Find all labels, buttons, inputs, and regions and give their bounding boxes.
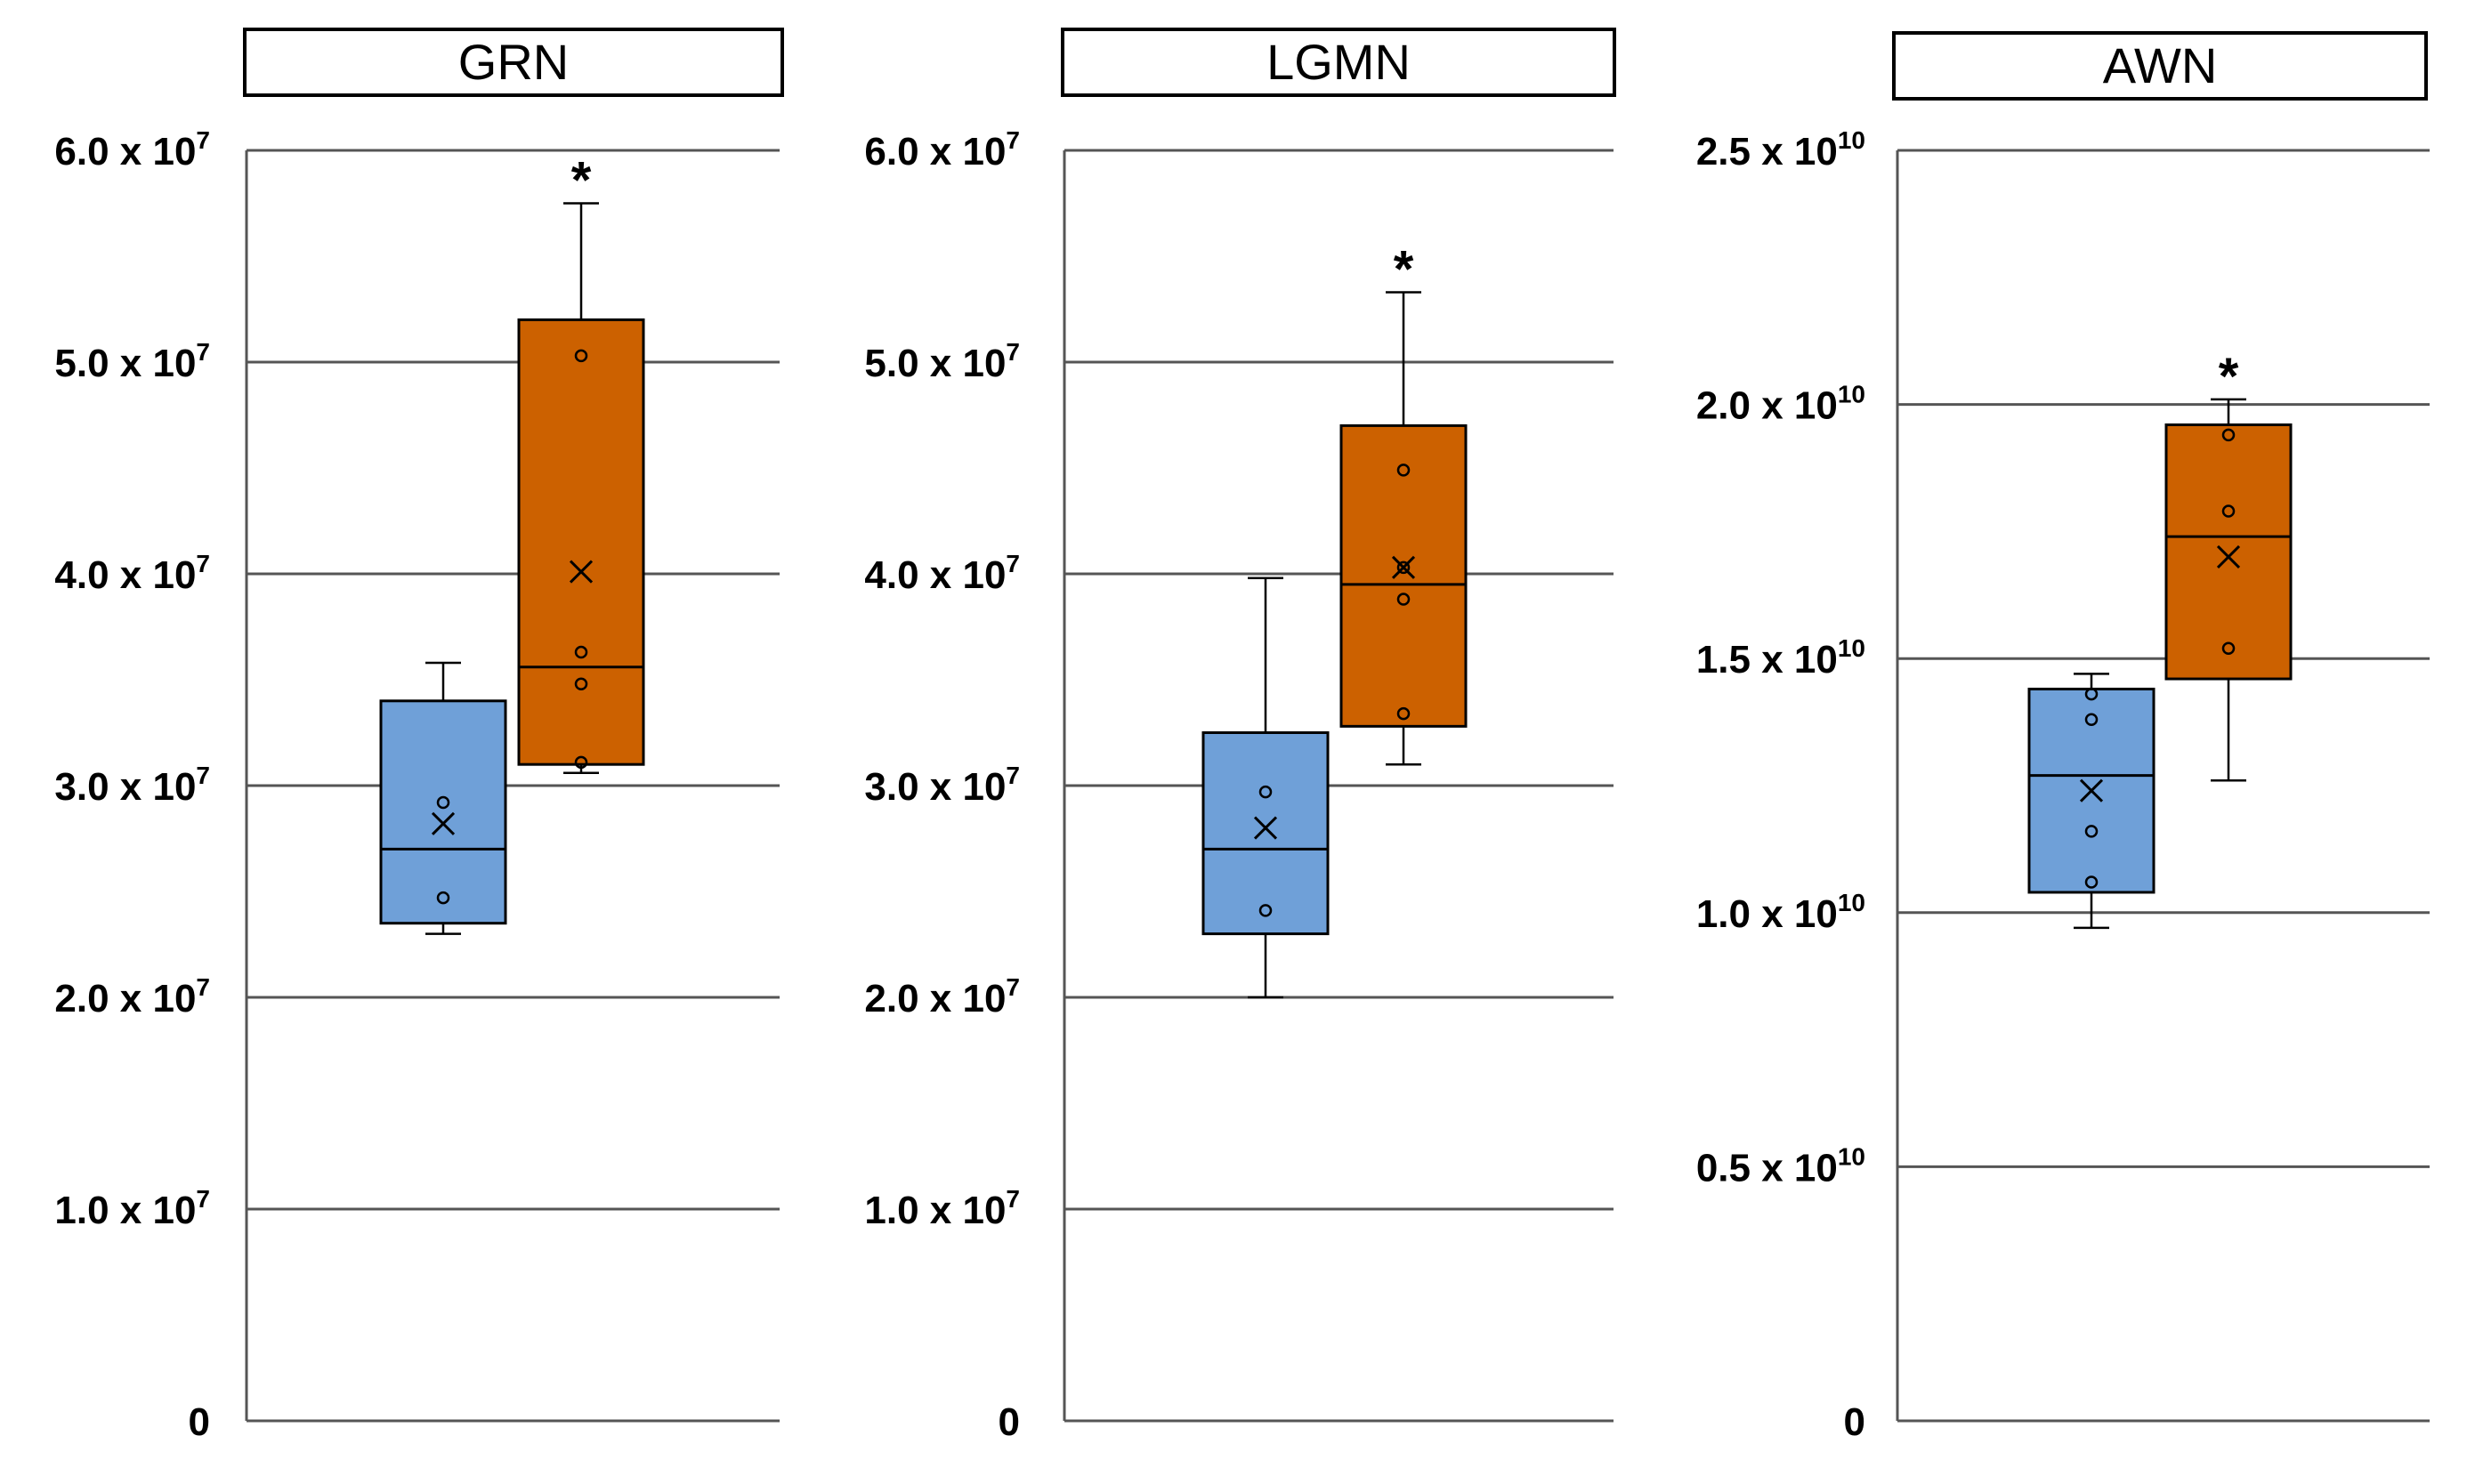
box-group-2: *: [517, 152, 645, 774]
y-tick-label: 4.0 x 107: [54, 550, 210, 597]
significance-star: *: [1394, 240, 1414, 298]
y-tick-label: 6.0 x 107: [54, 126, 210, 173]
mean-marker: [431, 811, 456, 835]
y-tick-label: 1.0 x 107: [54, 1185, 210, 1232]
data-point: [2221, 504, 2236, 518]
y-tick-label: 2.0 x 107: [54, 973, 210, 1020]
box-iqr: [1201, 731, 1330, 936]
box-iqr: [379, 699, 507, 925]
data-point: [574, 645, 588, 659]
chart-panel-lgmn: LGMN 0 1.0 x 107 2.0 x 107 3.0 x 107 4.0 x 10…: [864, 28, 1616, 1444]
data-point: [1396, 593, 1411, 606]
data-point: [436, 891, 450, 905]
data-point: [574, 349, 588, 363]
y-tick-label: 0: [1844, 1400, 1865, 1444]
panel-title: GRN: [458, 34, 569, 90]
mean-marker: [1391, 555, 1416, 579]
panel-title-box: [1892, 31, 2428, 101]
y-tick-label: 5.0 x 107: [864, 338, 1020, 385]
significance-star: *: [2219, 348, 2239, 406]
data-point: [1396, 561, 1411, 575]
y-tick-label: 6.0 x 107: [864, 126, 1020, 173]
box-group-1: [1201, 577, 1330, 999]
chart-panel-grn: GRN 0 1.0 x 107 2.0 x 107 3.0 x 107 4.0 x 107…: [54, 28, 784, 1444]
y-tick-label: 0.5 x 1010: [1696, 1142, 1865, 1190]
mean-x-stroke: [569, 560, 594, 584]
data-point: [2084, 713, 2099, 726]
panel-title: LGMN: [1266, 34, 1411, 90]
data-point: [2084, 875, 2099, 889]
data-point: [574, 677, 588, 691]
y-tick-label: 2.0 x 1010: [1696, 381, 1865, 428]
box-iqr: [517, 318, 645, 766]
data-point: [1396, 464, 1411, 477]
mean-marker: [2216, 544, 2241, 569]
data-point: [2084, 687, 2099, 701]
y-tick-label: 0: [999, 1400, 1020, 1444]
data-point: [2084, 825, 2099, 838]
box-group-1: [379, 661, 507, 935]
panel-title-box: [1061, 28, 1616, 97]
mean-x-stroke: [1391, 555, 1416, 579]
y-tick-label: 1.0 x 107: [864, 1185, 1020, 1232]
y-tick-label: 3.0 x 107: [864, 762, 1020, 809]
y-tick-label: 0: [189, 1400, 210, 1444]
y-tick-label: 2.5 x 1010: [1696, 126, 1865, 173]
box-iqr: [1339, 423, 1468, 728]
data-point: [1396, 706, 1411, 721]
y-tick-label: 1.5 x 1010: [1696, 634, 1865, 682]
y-tick-label: 3.0 x 107: [54, 762, 210, 809]
box-group-1: [2027, 673, 2156, 930]
data-point: [1258, 785, 1273, 799]
box-iqr: [2027, 687, 2156, 894]
data-point: [436, 795, 450, 810]
data-point: [1258, 904, 1273, 917]
significance-star: *: [571, 152, 592, 210]
panel-title: AWN: [2103, 37, 2218, 93]
mean-x-stroke: [431, 811, 456, 835]
data-point: [2221, 428, 2236, 442]
data-point: [2221, 641, 2236, 656]
box-group-2: *: [1339, 240, 1468, 766]
mean-marker: [2079, 778, 2104, 802]
y-tick-label: 2.0 x 107: [864, 973, 1020, 1020]
panel-title-box: [243, 28, 784, 97]
y-tick-label: 1.0 x 1010: [1696, 889, 1865, 936]
chart-panel-awn: AWN 0 0.5 x 1010 1.0 x 1010 1.5 x 1010 2.0 x …: [1696, 31, 2430, 1444]
mean-x-stroke: [2079, 778, 2104, 802]
box-group-2: *: [2164, 348, 2293, 782]
mean-x-stroke: [2216, 544, 2241, 569]
y-tick-label: 5.0 x 107: [54, 338, 210, 385]
mean-marker: [569, 560, 594, 584]
mean-marker: [1253, 816, 1278, 840]
y-tick-label: 4.0 x 107: [864, 550, 1020, 597]
box-iqr: [2164, 423, 2293, 681]
data-point: [574, 755, 588, 770]
mean-x-stroke: [1253, 816, 1278, 840]
